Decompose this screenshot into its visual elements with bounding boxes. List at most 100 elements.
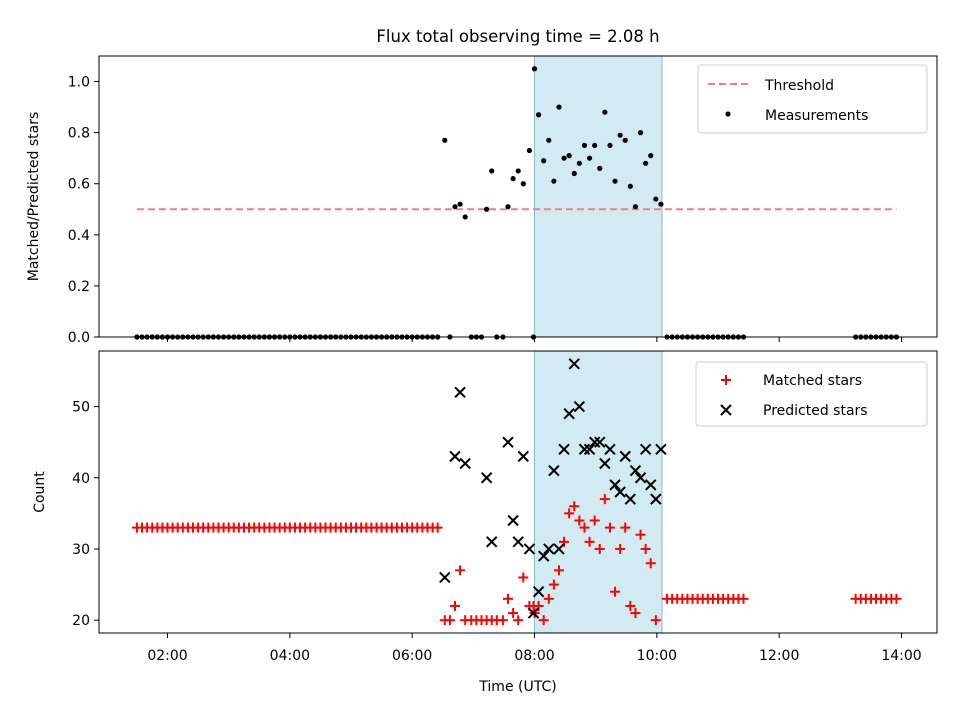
ratio-y-tick-label-5: 1.0 bbox=[68, 75, 90, 91]
observing-window-span-top bbox=[534, 55, 663, 338]
predicted-point-31 bbox=[629, 464, 642, 477]
matched-point-94 bbox=[610, 586, 621, 597]
legend-threshold-label: Threshold bbox=[764, 78, 834, 94]
predicted-point-7-b bbox=[507, 514, 519, 527]
predicted-point-20 bbox=[573, 400, 586, 413]
predicted-point-4 bbox=[480, 472, 493, 484]
predicted-point-18 bbox=[563, 407, 575, 420]
count-y-axis: 20 30 40 50 bbox=[72, 400, 99, 629]
measurement-point-94 bbox=[612, 178, 618, 184]
matched-point-96 bbox=[620, 522, 631, 533]
count-y-tick-label-3: 50 bbox=[72, 400, 90, 416]
count-y-axis-label: Count bbox=[32, 471, 48, 513]
predicted-point-36 bbox=[655, 443, 667, 455]
predicted-point-14-b bbox=[543, 543, 555, 555]
predicted-point-19-b bbox=[568, 358, 580, 370]
predicted-point-32 bbox=[634, 472, 647, 484]
predicted-point-13-b bbox=[537, 550, 550, 562]
predicted-point-14 bbox=[543, 543, 555, 555]
ratio-legend: Threshold Measurements bbox=[697, 64, 928, 134]
measurement-point-73 bbox=[510, 176, 516, 182]
measurement-point-83 bbox=[556, 104, 562, 110]
legend-predicted-label: Predicted stars bbox=[763, 403, 868, 419]
predicted-point-29 bbox=[619, 450, 631, 463]
measurement-point-76 bbox=[526, 147, 533, 154]
ratio-y-axis-label: Matched/Predicted stars bbox=[26, 112, 42, 282]
predicted-point-23-b bbox=[588, 436, 601, 448]
predicted-stars-points bbox=[439, 358, 667, 619]
predicted-point-26 bbox=[604, 443, 616, 455]
matched-point-98 bbox=[630, 608, 641, 619]
measurement-point-98 bbox=[632, 204, 639, 210]
measurement-point-86 bbox=[571, 170, 577, 177]
measurement-point-84 bbox=[561, 155, 567, 161]
predicted-point-26-b bbox=[604, 443, 616, 455]
predicted-point-36-b bbox=[655, 443, 667, 455]
predicted-point-30 bbox=[624, 493, 637, 505]
predicted-point-21-b bbox=[578, 443, 591, 455]
predicted-point-34 bbox=[645, 479, 657, 491]
measurement-point-62 bbox=[452, 204, 458, 210]
predicted-point-24 bbox=[594, 436, 606, 448]
matched-point-62 bbox=[449, 600, 460, 611]
ratio-panel-frame bbox=[98, 55, 938, 338]
matched-point-89 bbox=[584, 536, 595, 547]
time-x-tick-label-4: 10:00 bbox=[637, 648, 677, 664]
legend-matched-label: Matched stars bbox=[763, 373, 862, 389]
predicted-point-34-b bbox=[645, 479, 657, 491]
measurement-point-95 bbox=[617, 132, 623, 138]
ratio-y-axis: 0.0 0.2 0.4 0.6 0.8 1.0 bbox=[68, 75, 99, 346]
predicted-point-28 bbox=[614, 486, 626, 498]
matched-point-82 bbox=[548, 579, 559, 590]
measurement-point-63 bbox=[457, 201, 463, 207]
predicted-point-1-b bbox=[449, 450, 461, 463]
predicted-point-5 bbox=[485, 536, 498, 548]
count-legend: Matched stars Predicted stars bbox=[695, 361, 928, 427]
predicted-point-8-b bbox=[512, 536, 524, 548]
predicted-point-10 bbox=[523, 543, 536, 555]
predicted-point-3-b bbox=[459, 457, 471, 470]
matched-point-59 bbox=[432, 522, 443, 533]
matched-point-102 bbox=[650, 615, 661, 626]
matched-point-90 bbox=[589, 515, 600, 526]
measurement-point-79 bbox=[535, 112, 542, 118]
measurement-point-103 bbox=[658, 201, 664, 207]
measurement-point-92 bbox=[602, 109, 608, 115]
predicted-point-6 bbox=[502, 436, 514, 448]
predicted-point-35-b bbox=[650, 493, 662, 505]
predicted-point-19 bbox=[568, 358, 580, 370]
predicted-point-33 bbox=[639, 443, 652, 455]
predicted-point-20-b bbox=[573, 400, 586, 413]
matched-point-74 bbox=[513, 615, 524, 626]
measurement-point-82 bbox=[551, 178, 557, 184]
measurement-point-74 bbox=[515, 168, 521, 174]
predicted-point-35 bbox=[650, 493, 662, 505]
measurement-point-100 bbox=[643, 160, 649, 166]
matched-point-91 bbox=[594, 543, 605, 554]
predicted-point-4-b bbox=[480, 472, 493, 484]
predicted-point-12-b bbox=[532, 585, 545, 598]
predicted-point-16-b bbox=[553, 543, 565, 555]
predicted-point-5-b bbox=[485, 536, 498, 548]
predicted-point-12 bbox=[532, 585, 545, 598]
time-x-tick-label-6: 14:00 bbox=[881, 648, 921, 664]
matched-point-88 bbox=[579, 522, 590, 533]
predicted-point-15-b bbox=[548, 464, 560, 477]
matched-point-99 bbox=[635, 529, 646, 540]
predicted-point-10-b bbox=[523, 543, 536, 555]
predicted-point-17 bbox=[558, 443, 570, 455]
measurement-point-78 bbox=[531, 66, 538, 72]
legend-matched-marker bbox=[721, 375, 731, 385]
matched-point-81 bbox=[543, 593, 554, 604]
legend-predicted-marker-b bbox=[720, 404, 732, 416]
predicted-point-9-b bbox=[517, 450, 530, 463]
predicted-point-27 bbox=[609, 479, 621, 491]
observing-window-span-bottom bbox=[534, 350, 663, 634]
matched-point-127 bbox=[891, 593, 902, 604]
predicted-point-16 bbox=[553, 543, 565, 555]
measurement-point-68 bbox=[484, 206, 490, 212]
predicted-point-9 bbox=[517, 450, 530, 463]
chart-title: Flux total observing time = 2.08 h bbox=[376, 27, 659, 46]
measurement-point-90 bbox=[592, 142, 598, 149]
legend-predicted-swatch bbox=[720, 404, 732, 416]
